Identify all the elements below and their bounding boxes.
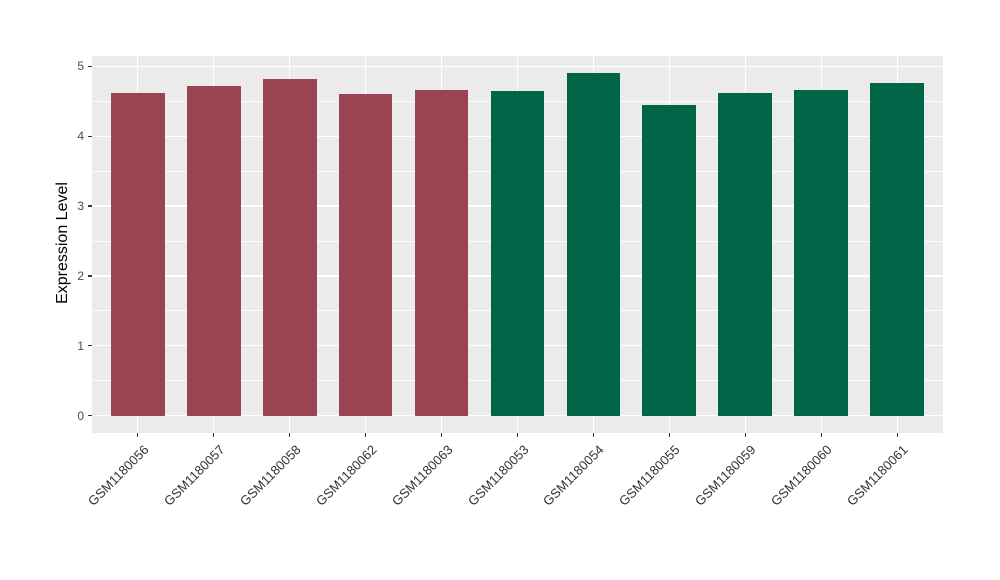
bar-GSM1180054 bbox=[566, 73, 621, 416]
bar-GSM1180059 bbox=[718, 93, 773, 416]
bar-GSM1180056 bbox=[110, 93, 165, 416]
bar-GSM1180058 bbox=[262, 79, 317, 416]
y-tick-mark bbox=[87, 65, 92, 68]
y-tick-label: 4 bbox=[77, 129, 84, 144]
x-tick-mark bbox=[896, 433, 899, 437]
x-tick-mark bbox=[136, 433, 139, 437]
y-tick-mark bbox=[87, 414, 92, 417]
x-tick-label-GSM1180057: GSM1180057 bbox=[160, 442, 228, 509]
x-tick-label-GSM1180059: GSM1180059 bbox=[692, 442, 760, 509]
x-tick-label-GSM1180054: GSM1180054 bbox=[540, 442, 608, 509]
y-tick-mark bbox=[87, 135, 92, 138]
bar-GSM1180055 bbox=[642, 104, 697, 416]
x-tick-mark bbox=[288, 433, 291, 437]
y-tick-label: 3 bbox=[77, 199, 84, 214]
x-tick-mark bbox=[744, 433, 747, 437]
y-tick-label: 5 bbox=[77, 59, 84, 74]
y-tick-mark bbox=[87, 275, 92, 277]
x-tick-mark bbox=[592, 433, 595, 437]
x-tick-mark bbox=[820, 433, 823, 437]
x-tick-label-GSM1180056: GSM1180056 bbox=[84, 442, 152, 509]
x-tick-label-GSM1180063: GSM1180063 bbox=[388, 442, 456, 509]
y-tick-label: 1 bbox=[77, 338, 84, 353]
bar-GSM1180063 bbox=[414, 89, 469, 416]
x-tick-label-GSM1180055: GSM1180055 bbox=[616, 442, 684, 509]
x-tick-label-GSM1180062: GSM1180062 bbox=[312, 442, 380, 509]
x-tick-label-GSM1180058: GSM1180058 bbox=[236, 442, 304, 509]
x-tick-mark bbox=[364, 433, 367, 437]
x-tick-mark bbox=[440, 433, 443, 437]
bar-GSM1180062 bbox=[338, 94, 393, 416]
y-tick-label: 0 bbox=[77, 408, 84, 423]
y-tick-mark bbox=[87, 344, 92, 347]
bar-GSM1180053 bbox=[490, 90, 545, 416]
x-tick-label-GSM1180061: GSM1180061 bbox=[844, 442, 912, 509]
x-tick-label-GSM1180053: GSM1180053 bbox=[464, 442, 532, 509]
bar-GSM1180061 bbox=[870, 82, 925, 416]
bar-GSM1180057 bbox=[186, 86, 241, 416]
plot-panel bbox=[92, 56, 943, 433]
y-tick-label: 2 bbox=[77, 268, 84, 283]
x-tick-mark bbox=[212, 433, 215, 437]
y-tick-mark bbox=[87, 205, 92, 207]
x-tick-mark bbox=[668, 433, 671, 437]
x-tick-label-GSM1180060: GSM1180060 bbox=[768, 442, 836, 509]
x-tick-mark bbox=[516, 433, 519, 437]
bar-GSM1180060 bbox=[794, 90, 849, 416]
